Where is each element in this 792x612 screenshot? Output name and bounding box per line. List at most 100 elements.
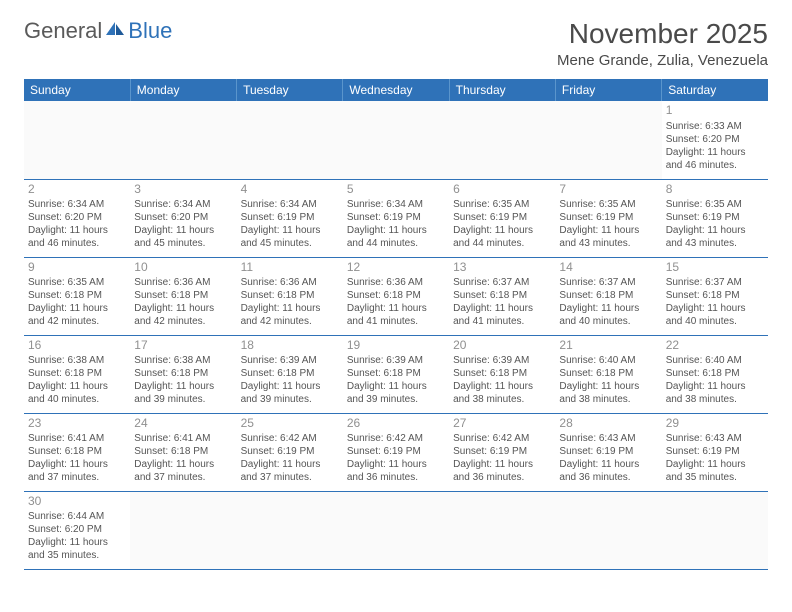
day-info: Sunrise: 6:37 AMSunset: 6:18 PMDaylight:… [666, 276, 764, 328]
day-info: Sunrise: 6:39 AMSunset: 6:18 PMDaylight:… [241, 354, 339, 406]
day-info: Sunrise: 6:36 AMSunset: 6:18 PMDaylight:… [134, 276, 232, 328]
day-sunset: Sunset: 6:18 PM [559, 367, 657, 380]
day-info: Sunrise: 6:38 AMSunset: 6:18 PMDaylight:… [134, 354, 232, 406]
calendar-cell [662, 491, 768, 569]
day-info: Sunrise: 6:34 AMSunset: 6:20 PMDaylight:… [134, 198, 232, 250]
logo-general: General [24, 18, 102, 44]
calendar-cell: 8Sunrise: 6:35 AMSunset: 6:19 PMDaylight… [662, 179, 768, 257]
day-number: 12 [347, 260, 445, 276]
calendar-cell: 20Sunrise: 6:39 AMSunset: 6:18 PMDayligh… [449, 335, 555, 413]
calendar-cell: 15Sunrise: 6:37 AMSunset: 6:18 PMDayligh… [662, 257, 768, 335]
calendar-cell: 7Sunrise: 6:35 AMSunset: 6:19 PMDaylight… [555, 179, 661, 257]
day-day1: Daylight: 11 hours [134, 302, 232, 315]
day-sunrise: Sunrise: 6:35 AM [666, 198, 764, 211]
day-sunrise: Sunrise: 6:39 AM [347, 354, 445, 367]
calendar-cell [343, 491, 449, 569]
day-sunset: Sunset: 6:18 PM [453, 367, 551, 380]
day-sunset: Sunset: 6:19 PM [453, 445, 551, 458]
day-day2: and 40 minutes. [28, 393, 126, 406]
day-day2: and 42 minutes. [28, 315, 126, 328]
calendar-cell: 5Sunrise: 6:34 AMSunset: 6:19 PMDaylight… [343, 179, 449, 257]
day-number: 19 [347, 338, 445, 354]
title-block: November 2025 Mene Grande, Zulia, Venezu… [557, 18, 768, 69]
day-info: Sunrise: 6:38 AMSunset: 6:18 PMDaylight:… [28, 354, 126, 406]
day-sunrise: Sunrise: 6:42 AM [453, 432, 551, 445]
day-sunset: Sunset: 6:20 PM [28, 523, 126, 536]
day-number: 4 [241, 182, 339, 198]
calendar-cell: 22Sunrise: 6:40 AMSunset: 6:18 PMDayligh… [662, 335, 768, 413]
day-day1: Daylight: 11 hours [28, 380, 126, 393]
day-sunset: Sunset: 6:20 PM [28, 211, 126, 224]
day-info: Sunrise: 6:40 AMSunset: 6:18 PMDaylight:… [666, 354, 764, 406]
day-number: 28 [559, 416, 657, 432]
day-day2: and 44 minutes. [453, 237, 551, 250]
day-info: Sunrise: 6:35 AMSunset: 6:19 PMDaylight:… [559, 198, 657, 250]
day-info: Sunrise: 6:34 AMSunset: 6:20 PMDaylight:… [28, 198, 126, 250]
day-number: 26 [347, 416, 445, 432]
day-sunset: Sunset: 6:18 PM [28, 289, 126, 302]
day-sunrise: Sunrise: 6:34 AM [241, 198, 339, 211]
day-sunset: Sunset: 6:18 PM [28, 367, 126, 380]
day-day1: Daylight: 11 hours [559, 458, 657, 471]
col-wednesday: Wednesday [343, 79, 449, 101]
calendar-cell: 23Sunrise: 6:41 AMSunset: 6:18 PMDayligh… [24, 413, 130, 491]
col-thursday: Thursday [449, 79, 555, 101]
day-day2: and 37 minutes. [28, 471, 126, 484]
sail-icon [104, 18, 126, 44]
day-sunrise: Sunrise: 6:35 AM [453, 198, 551, 211]
day-info: Sunrise: 6:35 AMSunset: 6:18 PMDaylight:… [28, 276, 126, 328]
calendar-row: 16Sunrise: 6:38 AMSunset: 6:18 PMDayligh… [24, 335, 768, 413]
day-info: Sunrise: 6:37 AMSunset: 6:18 PMDaylight:… [559, 276, 657, 328]
day-sunset: Sunset: 6:18 PM [241, 367, 339, 380]
day-day1: Daylight: 11 hours [241, 458, 339, 471]
day-sunset: Sunset: 6:19 PM [347, 445, 445, 458]
day-sunset: Sunset: 6:19 PM [666, 445, 764, 458]
calendar-cell [24, 101, 130, 179]
day-sunset: Sunset: 6:20 PM [134, 211, 232, 224]
day-info: Sunrise: 6:35 AMSunset: 6:19 PMDaylight:… [666, 198, 764, 250]
day-number: 1 [666, 103, 764, 119]
day-number: 16 [28, 338, 126, 354]
col-sunday: Sunday [24, 79, 130, 101]
calendar-cell: 24Sunrise: 6:41 AMSunset: 6:18 PMDayligh… [130, 413, 236, 491]
day-sunrise: Sunrise: 6:34 AM [134, 198, 232, 211]
day-sunset: Sunset: 6:18 PM [347, 289, 445, 302]
calendar-cell [237, 491, 343, 569]
day-sunset: Sunset: 6:19 PM [241, 445, 339, 458]
day-day1: Daylight: 11 hours [666, 380, 764, 393]
day-sunset: Sunset: 6:19 PM [666, 211, 764, 224]
calendar-cell [449, 101, 555, 179]
day-day2: and 38 minutes. [559, 393, 657, 406]
day-info: Sunrise: 6:42 AMSunset: 6:19 PMDaylight:… [241, 432, 339, 484]
day-day1: Daylight: 11 hours [347, 302, 445, 315]
day-day1: Daylight: 11 hours [28, 536, 126, 549]
day-info: Sunrise: 6:43 AMSunset: 6:19 PMDaylight:… [559, 432, 657, 484]
location-label: Mene Grande, Zulia, Venezuela [557, 52, 768, 69]
day-info: Sunrise: 6:41 AMSunset: 6:18 PMDaylight:… [134, 432, 232, 484]
calendar-cell: 9Sunrise: 6:35 AMSunset: 6:18 PMDaylight… [24, 257, 130, 335]
day-day1: Daylight: 11 hours [134, 458, 232, 471]
day-day1: Daylight: 11 hours [453, 458, 551, 471]
day-day2: and 43 minutes. [559, 237, 657, 250]
day-sunset: Sunset: 6:19 PM [453, 211, 551, 224]
day-day2: and 37 minutes. [241, 471, 339, 484]
day-sunset: Sunset: 6:19 PM [241, 211, 339, 224]
day-info: Sunrise: 6:33 AMSunset: 6:20 PMDaylight:… [666, 120, 764, 172]
day-number: 18 [241, 338, 339, 354]
day-day2: and 37 minutes. [134, 471, 232, 484]
day-number: 25 [241, 416, 339, 432]
calendar-cell: 19Sunrise: 6:39 AMSunset: 6:18 PMDayligh… [343, 335, 449, 413]
calendar-cell: 17Sunrise: 6:38 AMSunset: 6:18 PMDayligh… [130, 335, 236, 413]
calendar-cell: 18Sunrise: 6:39 AMSunset: 6:18 PMDayligh… [237, 335, 343, 413]
day-day1: Daylight: 11 hours [347, 458, 445, 471]
day-info: Sunrise: 6:36 AMSunset: 6:18 PMDaylight:… [241, 276, 339, 328]
day-sunrise: Sunrise: 6:34 AM [28, 198, 126, 211]
day-number: 15 [666, 260, 764, 276]
day-number: 29 [666, 416, 764, 432]
page-title: November 2025 [557, 18, 768, 50]
day-number: 11 [241, 260, 339, 276]
day-number: 13 [453, 260, 551, 276]
day-day1: Daylight: 11 hours [28, 458, 126, 471]
calendar-cell [343, 101, 449, 179]
day-day1: Daylight: 11 hours [241, 224, 339, 237]
